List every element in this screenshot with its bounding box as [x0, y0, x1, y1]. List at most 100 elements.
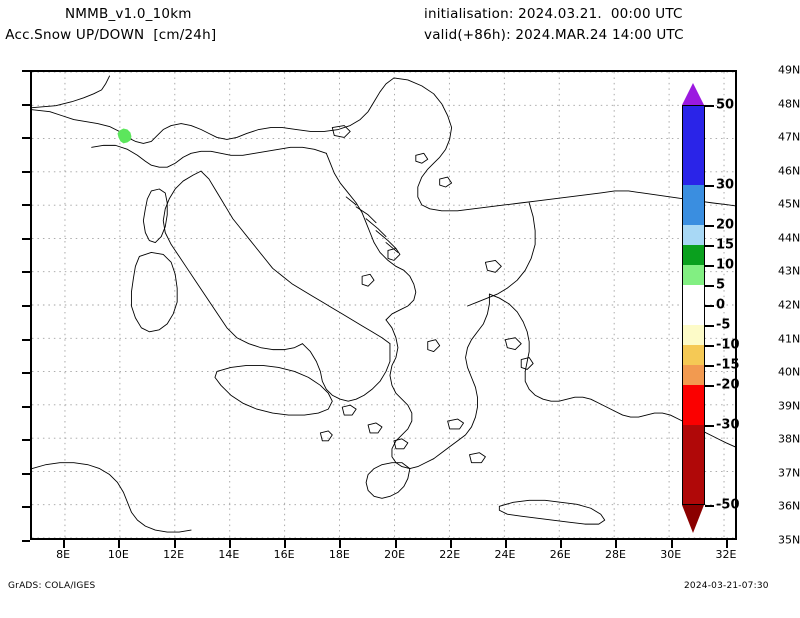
ytick-label-39N: 39N [778, 399, 800, 413]
ytick-label-49N: 49N [778, 63, 800, 77]
colorbar-tick--5 [705, 325, 714, 327]
colorbar-label-5: 5 [716, 277, 726, 293]
colorbar-label--5: -5 [716, 317, 731, 333]
ytick-mark-42N [22, 305, 30, 307]
ytick-mark-36N [22, 506, 30, 509]
colorbar-tick--50 [705, 505, 714, 507]
ytick-label-35N: 35N [778, 533, 800, 547]
colorbar-band-20-to-30 [682, 185, 705, 225]
ytick-mark-35N [22, 540, 30, 542]
ytick-mark-45N [22, 204, 30, 207]
xtick-mark-8E [63, 540, 66, 548]
colorbar-under-arrow [682, 505, 704, 533]
colorbar-band--10-to--5 [682, 325, 705, 345]
ytick-label-43N: 43N [778, 264, 800, 278]
ytick-mark-40N [22, 372, 30, 375]
ytick-label-47N: 47N [778, 130, 800, 144]
colorbar-band--50-to--30 [682, 425, 705, 505]
colorbar-band--15-to--10 [682, 345, 705, 365]
colorbar-label-15: 15 [716, 237, 735, 253]
xtick-label-14E: 14E [218, 548, 240, 561]
ytick-mark-46N [22, 170, 30, 173]
colorbar-tick-5 [705, 285, 714, 287]
ytick-label-45N: 45N [778, 197, 800, 211]
colorbar-tick--20 [705, 385, 714, 387]
colorbar-label-0: 0 [716, 297, 726, 313]
colorbar-tick-50 [705, 105, 714, 107]
colorbar-band--30-to--20 [682, 385, 705, 425]
initialisation-label: initialisation: 2024.03.21. 00:00 UTC [424, 6, 683, 22]
xtick-mark-12E [173, 540, 176, 548]
xtick-mark-22E [449, 540, 452, 548]
colorbar-band-0-to-5 [682, 285, 705, 305]
colorbar-over-arrow [682, 83, 704, 105]
xtick-mark-20E [394, 540, 397, 548]
field-title: n Acc.Snow UP/DOWN [cm/24h] [0, 27, 217, 43]
colorbar-label--15: -15 [716, 357, 740, 373]
ytick-label-48N: 48N [778, 97, 800, 111]
xtick-label-10E: 10E [107, 548, 129, 561]
render-timestamp: 2024-03-21-07:30 [684, 581, 769, 591]
xtick-mark-14E [228, 540, 231, 548]
ytick-mark-47N [22, 137, 30, 140]
xtick-mark-28E [615, 540, 618, 548]
colorbar-label-10: 10 [716, 257, 735, 273]
ytick-mark-41N [22, 338, 30, 341]
xtick-label-20E: 20E [384, 548, 406, 561]
model-title: NMMB_v1.0_10km [65, 6, 192, 22]
colorbar-tick-10 [705, 265, 714, 267]
colorbar-band-5-to-10 [682, 265, 705, 285]
colorbar-tick--15 [705, 365, 714, 367]
xtick-mark-26E [560, 540, 563, 548]
xtick-label-22E: 22E [439, 548, 461, 561]
snow-data-overlay [117, 128, 132, 144]
grads-credit: GrADS: COLA/IGES [8, 581, 96, 591]
valid-time-label: valid(+86h): 2024.MAR.24 14:00 UTC [424, 27, 684, 43]
colorbar-label--50: -50 [716, 497, 740, 513]
colorbar-band--5-to-0 [682, 305, 705, 325]
colorbar-tick-15 [705, 245, 714, 247]
xtick-mark-10E [118, 540, 121, 548]
colorbar-band-15-to-20 [682, 225, 705, 245]
colorbar-tick-20 [705, 225, 714, 227]
ytick-label-37N: 37N [778, 466, 800, 480]
map-coastlines [32, 75, 735, 533]
xtick-label-26E: 26E [549, 548, 571, 561]
snow-patch-alps [117, 128, 132, 144]
xtick-label-8E: 8E [56, 548, 71, 561]
ytick-label-36N: 36N [778, 499, 800, 513]
xtick-label-12E: 12E [163, 548, 185, 561]
colorbar-label-30: 30 [716, 177, 735, 193]
colorbar-band--20-to--15 [682, 365, 705, 385]
ytick-mark-39N [22, 405, 30, 408]
ytick-label-46N: 46N [778, 164, 800, 178]
ytick-label-42N: 42N [778, 298, 800, 312]
ytick-mark-37N [22, 472, 30, 475]
ytick-label-38N: 38N [778, 432, 800, 446]
colorbar-band-10-to-15 [682, 245, 705, 265]
xtick-label-18E: 18E [328, 548, 350, 561]
colorbar-label--30: -30 [716, 417, 740, 433]
xtick-mark-18E [339, 540, 342, 548]
colorbar [682, 83, 705, 533]
xtick-label-16E: 16E [273, 548, 295, 561]
xtick-mark-16E [284, 540, 287, 548]
ytick-mark-49N [22, 70, 30, 72]
colorbar-outline [682, 105, 705, 505]
ytick-mark-48N [22, 103, 30, 106]
xtick-label-32E: 32E [715, 548, 737, 561]
colorbar-label--20: -20 [716, 377, 740, 393]
xtick-label-24E: 24E [494, 548, 516, 561]
colorbar-label-50: 50 [716, 97, 735, 113]
colorbar-tick--10 [705, 345, 714, 347]
colorbar-tick--30 [705, 425, 714, 427]
colorbar-tick-0 [705, 305, 714, 307]
ytick-mark-43N [22, 271, 30, 274]
ytick-mark-44N [22, 237, 30, 240]
xtick-mark-24E [505, 540, 508, 548]
ytick-label-41N: 41N [778, 332, 800, 346]
colorbar-band-30-to-50 [682, 105, 705, 185]
xtick-mark-30E [670, 540, 673, 548]
ytick-label-44N: 44N [778, 231, 800, 245]
